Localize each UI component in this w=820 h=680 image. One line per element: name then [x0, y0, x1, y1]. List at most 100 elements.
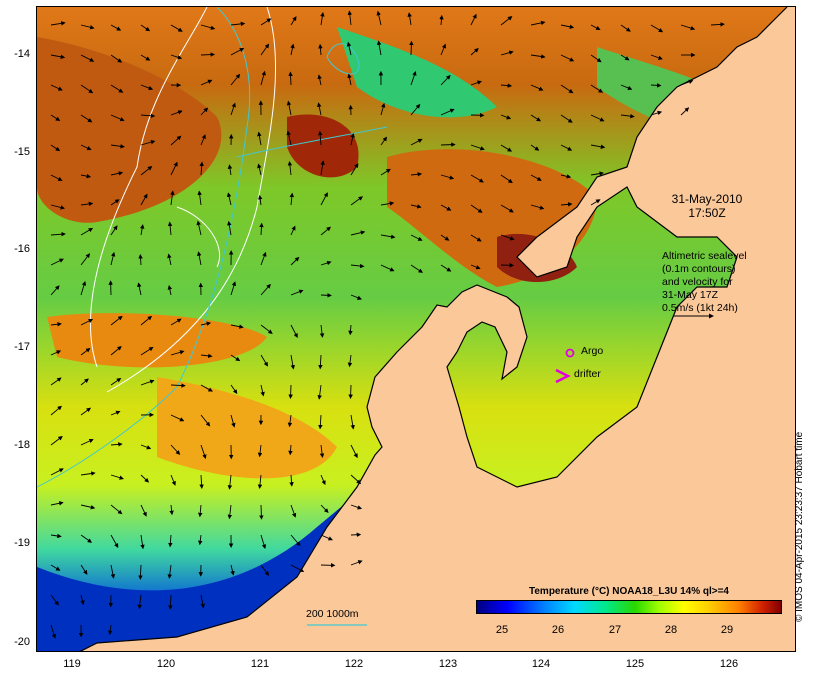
velocity-arrow	[140, 346, 154, 356]
velocity-arrow	[50, 405, 62, 416]
velocity-arrow	[590, 84, 604, 93]
velocity-arrow	[500, 83, 513, 88]
x-tick-label: 122	[344, 658, 364, 670]
velocity-arrow	[80, 471, 96, 476]
velocity-arrow	[80, 407, 92, 416]
velocity-arrow	[287, 161, 293, 176]
velocity-arrow	[560, 24, 575, 29]
velocity-arrow	[380, 168, 391, 176]
velocity-arrow	[470, 204, 483, 213]
velocity-arrow	[260, 283, 271, 296]
velocity-arrow	[259, 504, 264, 520]
velocity-arrow	[500, 204, 514, 213]
velocity-arrow	[440, 174, 455, 180]
velocity-arrow	[500, 50, 514, 56]
velocity-arrow	[530, 84, 544, 91]
velocity-arrow	[50, 594, 59, 606]
velocity-arrow	[110, 504, 123, 515]
velocity-arrow	[260, 324, 273, 334]
velocity-arrow	[169, 504, 174, 516]
velocity-arrow	[530, 174, 542, 181]
velocity-arrow	[170, 161, 178, 176]
velocity-arrow	[290, 256, 300, 266]
x-tick-label: 124	[531, 658, 551, 670]
velocity-arrow	[260, 354, 268, 367]
velocity-arrow	[470, 234, 482, 242]
velocity-arrow	[50, 350, 62, 356]
velocity-arrow	[140, 24, 151, 32]
velocity-arrow	[200, 594, 205, 609]
velocity-arrow	[196, 251, 202, 266]
velocity-arrow	[320, 226, 331, 236]
velocity-arrow	[288, 444, 293, 456]
velocity-arrow	[50, 258, 64, 266]
velocity-arrow	[410, 172, 423, 177]
velocity-arrow	[350, 294, 362, 300]
velocity-arrow	[167, 221, 173, 236]
velocity-arrow	[440, 142, 456, 147]
velocity-arrow	[198, 534, 203, 546]
velocity-arrow	[350, 230, 366, 236]
velocity-arrow	[110, 251, 116, 266]
velocity-arrow	[50, 84, 63, 91]
velocity-arrow	[197, 190, 202, 206]
velocity-arrow	[140, 474, 150, 483]
velocity-arrow	[320, 504, 329, 513]
velocity-arrow	[80, 318, 94, 326]
velocity-arrow	[198, 504, 203, 518]
land	[81, 7, 795, 651]
argo-label: Argo	[581, 345, 604, 357]
velocity-arrow	[140, 444, 152, 450]
velocity-arrow	[319, 324, 325, 338]
y-tick-label: -18	[14, 439, 30, 451]
velocity-arrow	[320, 260, 332, 266]
velocity-arrows	[50, 10, 725, 639]
velocity-arrow	[50, 624, 57, 639]
altimetry-line: (0.1m contours)	[662, 263, 736, 275]
velocity-arrow	[80, 280, 87, 296]
velocity-arrow	[170, 135, 182, 146]
velocity-arrow	[288, 71, 293, 86]
velocity-arrow	[168, 594, 173, 610]
velocity-arrow	[347, 10, 353, 26]
velocity-arrow	[380, 264, 395, 272]
velocity-arrow	[230, 47, 245, 56]
velocity-arrow	[347, 73, 352, 86]
velocity-arrow	[350, 444, 358, 459]
velocity-arrow	[407, 12, 412, 26]
velocity-arrow	[650, 54, 663, 60]
velocity-arrow	[167, 285, 173, 296]
velocity-arrow	[230, 102, 236, 116]
velocity-arrow	[680, 107, 690, 116]
velocity-arrow	[50, 468, 64, 476]
velocity-arrow	[348, 324, 353, 336]
velocity-arrow	[170, 474, 176, 486]
velocity-arrow	[50, 174, 63, 181]
velocity-arrow	[168, 534, 173, 548]
velocity-arrow	[318, 354, 323, 370]
velocity-arrow	[590, 24, 601, 31]
velocity-arrow	[380, 201, 395, 206]
velocity-arrow	[80, 144, 92, 151]
date-label: 31-May-2010 17:50Z	[652, 192, 762, 220]
velocity-arrow	[530, 144, 540, 151]
x-tick-label: 119	[63, 658, 81, 670]
velocity-arrow	[50, 54, 66, 60]
velocity-arrow	[50, 533, 62, 539]
velocity-arrow	[230, 354, 241, 362]
velocity-arrow	[319, 444, 325, 458]
altimetry-line: 0.5m/s (1kt 24h)	[662, 302, 738, 314]
velocity-arrow	[137, 594, 142, 610]
velocity-arrow	[320, 160, 325, 176]
velocity-arrow	[260, 18, 272, 26]
velocity-arrow	[440, 204, 452, 211]
velocity-arrow	[290, 354, 295, 370]
credit-line: © IMOS 04-Apr-2015 23:23:37 Hobart time	[794, 431, 805, 622]
velocity-arrow	[530, 114, 542, 122]
velocity-arrow	[440, 74, 451, 86]
velocity-arrow	[140, 84, 154, 91]
velocity-arrow	[140, 379, 155, 386]
sealevel-contours	[37, 7, 388, 488]
velocity-arrow	[110, 534, 119, 548]
velocity-arrow	[500, 144, 513, 152]
